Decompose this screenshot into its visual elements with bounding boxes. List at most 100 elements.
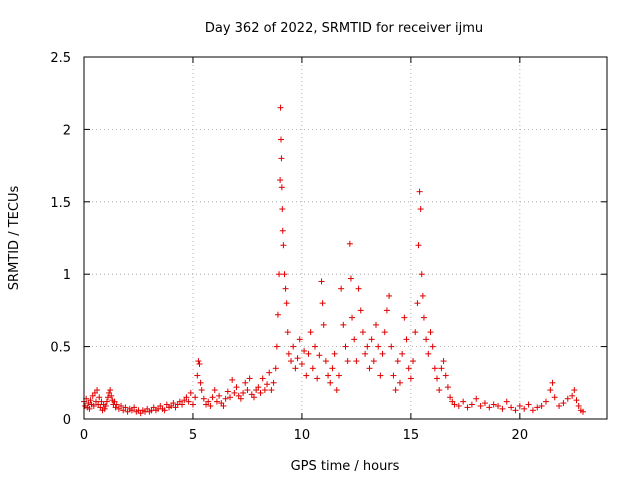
data-point: [419, 292, 426, 299]
data-point: [270, 379, 277, 386]
data-point: [292, 365, 299, 372]
data-point: [407, 375, 414, 382]
data-point: [455, 402, 462, 409]
data-point: [386, 292, 393, 299]
data-point: [96, 394, 103, 401]
data-point: [211, 387, 218, 394]
data-point: [187, 389, 194, 396]
data-point: [333, 387, 340, 394]
y-tick-label: 2: [63, 123, 71, 138]
data-point: [580, 408, 587, 415]
data-point: [285, 350, 292, 357]
data-point: [331, 350, 338, 357]
y-tick-labels: 0 0.5 1 1.5 2 2.5: [50, 51, 71, 428]
data-point: [183, 394, 190, 401]
data-point: [442, 372, 449, 379]
y-tick-label: 1: [63, 268, 71, 283]
data-point: [355, 285, 362, 292]
data-point: [278, 155, 285, 162]
data-point: [170, 400, 177, 407]
data-point: [322, 358, 329, 365]
plot-frame: [83, 56, 608, 420]
data-point: [551, 394, 558, 401]
data-point: [338, 285, 345, 292]
data-point: [103, 398, 110, 405]
data-point: [192, 394, 199, 401]
data-point: [357, 307, 364, 314]
data-point: [90, 402, 97, 409]
data-point: [388, 343, 395, 350]
data-point: [542, 398, 549, 405]
data-point: [309, 365, 316, 372]
chart-title: Day 362 of 2022, SRMTID for receiver ijm…: [205, 21, 483, 36]
data-point: [464, 404, 471, 411]
data-point: [195, 358, 202, 365]
axis-ticks: [83, 56, 607, 420]
data-point: [575, 402, 582, 409]
data-point: [198, 387, 205, 394]
data-point: [538, 402, 545, 409]
data-point: [377, 372, 384, 379]
data-point: [516, 402, 523, 409]
y-tick-label: 0.5: [50, 341, 71, 356]
data-point: [229, 376, 236, 383]
data-point: [379, 350, 386, 357]
data-point: [113, 401, 120, 408]
data-point: [237, 395, 244, 402]
data-point: [366, 365, 373, 372]
gridlines: [84, 57, 607, 419]
x-tick-label: 10: [294, 428, 311, 443]
data-point: [279, 206, 286, 213]
data-point: [370, 358, 377, 365]
data-point: [86, 405, 93, 412]
data-point: [257, 389, 264, 396]
data-point: [231, 389, 238, 396]
data-point: [436, 387, 443, 394]
data-point: [279, 227, 286, 234]
x-axis-label: GPS time / hours: [291, 459, 400, 474]
data-point: [189, 401, 196, 408]
data-point: [499, 405, 506, 412]
data-point: [364, 343, 371, 350]
data-point: [220, 402, 227, 409]
data-point: [429, 343, 436, 350]
data-point: [340, 321, 347, 328]
data-point: [209, 394, 216, 401]
data-point: [444, 384, 451, 391]
data-point: [233, 384, 240, 391]
data-point: [278, 184, 285, 191]
data-point: [414, 300, 421, 307]
data-point: [392, 387, 399, 394]
data-point: [224, 388, 231, 395]
data-point: [303, 372, 310, 379]
data-point: [161, 407, 168, 414]
data-points: [81, 104, 587, 417]
data-point: [102, 402, 109, 409]
data-point: [373, 321, 380, 328]
data-point: [438, 365, 445, 372]
data-point: [244, 387, 251, 394]
data-point: [288, 358, 295, 365]
data-point: [266, 369, 273, 376]
data-point: [277, 177, 284, 184]
data-point: [205, 398, 212, 405]
data-point: [569, 392, 576, 399]
data-point: [216, 392, 223, 399]
data-point: [329, 365, 336, 372]
data-point: [107, 387, 114, 394]
data-point: [353, 358, 360, 365]
data-point: [390, 372, 397, 379]
data-point: [94, 387, 101, 394]
data-point: [194, 372, 201, 379]
y-tick-label: 2.5: [50, 51, 71, 66]
data-point: [325, 372, 332, 379]
data-point: [320, 321, 327, 328]
data-point: [440, 358, 447, 365]
data-point: [512, 407, 519, 414]
data-point: [381, 329, 388, 336]
data-point: [490, 401, 497, 408]
data-point: [351, 336, 358, 343]
data-point: [240, 389, 247, 396]
data-point: [434, 375, 441, 382]
